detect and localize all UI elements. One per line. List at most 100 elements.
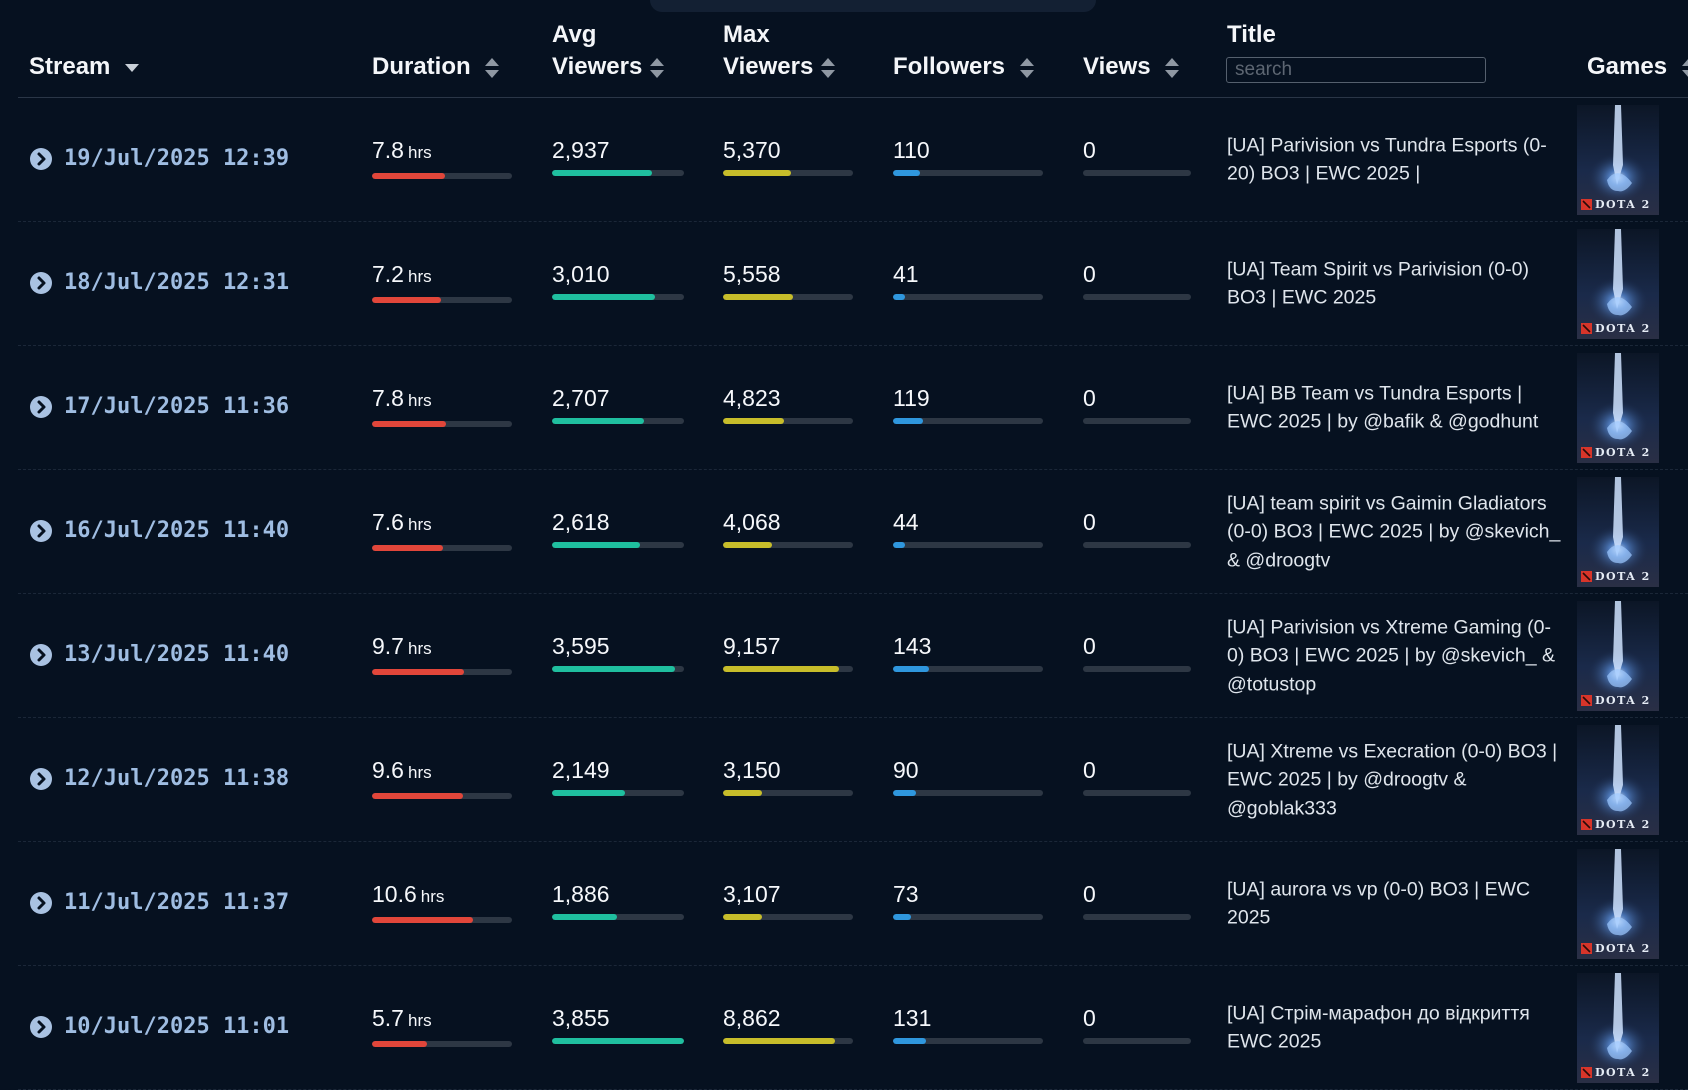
avg-value: 2,149: [552, 757, 610, 783]
streams-table-body: 19/Jul/2025 12:39 7.8 hrs 2,937 5,370 110: [18, 98, 1688, 1090]
table-row[interactable]: 10/Jul/2025 11:01 5.7 hrs 3,855 8,862 131: [18, 966, 1688, 1090]
game-thumbnail[interactable]: DOTA 2: [1577, 849, 1659, 959]
stream-date-link[interactable]: 18/Jul/2025 12:31: [64, 270, 290, 295]
column-header-views[interactable]: Views: [1083, 51, 1180, 83]
stream-date-link[interactable]: 16/Jul/2025 11:40: [64, 518, 290, 543]
followers-bar: [893, 666, 1043, 672]
sort-icon[interactable]: [821, 57, 836, 78]
stream-title: [UA] Xtreme vs Execration (0-0) BO3 | EW…: [1227, 739, 1558, 819]
followers-cell: 119: [893, 384, 1043, 424]
table-row[interactable]: 17/Jul/2025 11:36 7.8 hrs 2,707 4,823 119: [18, 346, 1688, 470]
table-row[interactable]: 12/Jul/2025 11:38 9.6 hrs 2,149 3,150 90: [18, 718, 1688, 842]
views-cell: 0: [1083, 136, 1191, 176]
sort-icon[interactable]: [485, 57, 500, 78]
views-value: 0: [1083, 385, 1096, 411]
column-header-games[interactable]: Games: [1587, 51, 1688, 83]
duration-bar-fill: [372, 297, 441, 303]
duration-unit: hrs: [407, 267, 432, 286]
expand-row-icon[interactable]: [30, 768, 52, 790]
max-bar-fill: [723, 914, 762, 920]
game-name-label: DOTA 2: [1595, 446, 1651, 459]
duration-bar: [372, 669, 512, 675]
table-row[interactable]: 19/Jul/2025 12:39 7.8 hrs 2,937 5,370 110: [18, 98, 1688, 222]
followers-bar: [893, 418, 1043, 424]
max-bar: [723, 170, 853, 176]
stream-date-link[interactable]: 11/Jul/2025 11:37: [64, 890, 290, 915]
game-thumbnail[interactable]: DOTA 2: [1577, 353, 1659, 463]
followers-value: 119: [893, 385, 930, 411]
duration-cell: 7.2 hrs: [372, 260, 512, 303]
stream-title: [UA] BB Team vs Tundra Esports | EWC 202…: [1227, 382, 1539, 433]
game-thumbnail[interactable]: DOTA 2: [1577, 105, 1659, 215]
duration-value: 9.7: [372, 633, 404, 659]
expand-row-icon[interactable]: [30, 520, 52, 542]
column-header-title: Title: [1227, 19, 1276, 51]
duration-unit: hrs: [407, 639, 432, 658]
stream-title: [UA] Parivision vs Xtreme Gaming (0-0) B…: [1227, 615, 1555, 695]
game-thumbnail[interactable]: DOTA 2: [1577, 601, 1659, 711]
max-bar-fill: [723, 666, 839, 672]
column-header-stream[interactable]: Stream: [29, 51, 140, 83]
stream-date-link[interactable]: 13/Jul/2025 11:40: [64, 642, 290, 667]
duration-unit: hrs: [420, 887, 445, 906]
followers-bar-fill: [893, 170, 920, 176]
avg-cell: 2,937: [552, 136, 684, 176]
sort-desc-icon[interactable]: [125, 63, 140, 73]
sort-icon[interactable]: [650, 57, 665, 78]
duration-value: 7.8: [372, 137, 404, 163]
game-thumbnail[interactable]: DOTA 2: [1577, 725, 1659, 835]
expand-row-icon[interactable]: [30, 396, 52, 418]
game-thumbnail[interactable]: DOTA 2: [1577, 477, 1659, 587]
avg-bar-fill: [552, 666, 675, 672]
sort-icon[interactable]: [1165, 57, 1180, 78]
column-header-followers[interactable]: Followers: [893, 51, 1034, 83]
followers-cell: 44: [893, 508, 1043, 548]
followers-bar-fill: [893, 418, 923, 424]
stream-date-link[interactable]: 19/Jul/2025 12:39: [64, 146, 290, 171]
expand-row-icon[interactable]: [30, 272, 52, 294]
duration-bar: [372, 1041, 512, 1047]
column-header-duration[interactable]: Duration: [372, 51, 500, 83]
max-cell: 5,370: [723, 136, 853, 176]
max-bar: [723, 914, 853, 920]
expand-row-icon[interactable]: [30, 1016, 52, 1038]
game-thumbnail[interactable]: DOTA 2: [1577, 973, 1659, 1083]
avg-value: 2,937: [552, 137, 610, 163]
game-name-label: DOTA 2: [1595, 570, 1651, 583]
max-bar-fill: [723, 542, 773, 548]
expand-row-icon[interactable]: [30, 644, 52, 666]
followers-bar-fill: [893, 790, 916, 796]
column-header-avg-viewers[interactable]: Avg Viewers: [552, 19, 665, 83]
avg-cell: 2,707: [552, 384, 684, 424]
sort-icon[interactable]: [1681, 58, 1688, 78]
max-cell: 9,157: [723, 632, 853, 672]
expand-row-icon[interactable]: [30, 148, 52, 170]
avg-cell: 3,855: [552, 1004, 684, 1044]
followers-bar: [893, 914, 1043, 920]
stream-date-link[interactable]: 12/Jul/2025 11:38: [64, 766, 290, 791]
table-row[interactable]: 13/Jul/2025 11:40 9.7 hrs 3,595 9,157 143: [18, 594, 1688, 718]
views-value: 0: [1083, 261, 1096, 287]
max-value: 5,370: [723, 137, 781, 163]
table-row[interactable]: 16/Jul/2025 11:40 7.6 hrs 2,618 4,068 44: [18, 470, 1688, 594]
followers-cell: 73: [893, 880, 1043, 920]
table-row[interactable]: 11/Jul/2025 11:37 10.6 hrs 1,886 3,107 73: [18, 842, 1688, 966]
stream-date-link[interactable]: 17/Jul/2025 11:36: [64, 394, 290, 419]
title-search-input[interactable]: [1226, 57, 1486, 83]
max-bar-fill: [723, 418, 785, 424]
followers-cell: 41: [893, 260, 1043, 300]
sort-icon[interactable]: [1019, 57, 1034, 78]
expand-row-icon[interactable]: [30, 892, 52, 914]
avg-bar: [552, 666, 684, 672]
table-row[interactable]: 18/Jul/2025 12:31 7.2 hrs 3,010 5,558 41: [18, 222, 1688, 346]
game-thumbnail[interactable]: DOTA 2: [1577, 229, 1659, 339]
stream-date-link[interactable]: 10/Jul/2025 11:01: [64, 1014, 290, 1039]
followers-value: 44: [893, 509, 919, 535]
avg-bar: [552, 1038, 684, 1044]
max-bar-fill: [723, 170, 791, 176]
column-header-title-label: Title: [1227, 21, 1276, 48]
avg-bar-fill: [552, 294, 655, 300]
stream-title: [UA] team spirit vs Gaimin Gladiators (0…: [1227, 491, 1561, 571]
column-header-max-viewers[interactable]: Max Viewers: [723, 19, 836, 83]
duration-bar-fill: [372, 793, 463, 799]
